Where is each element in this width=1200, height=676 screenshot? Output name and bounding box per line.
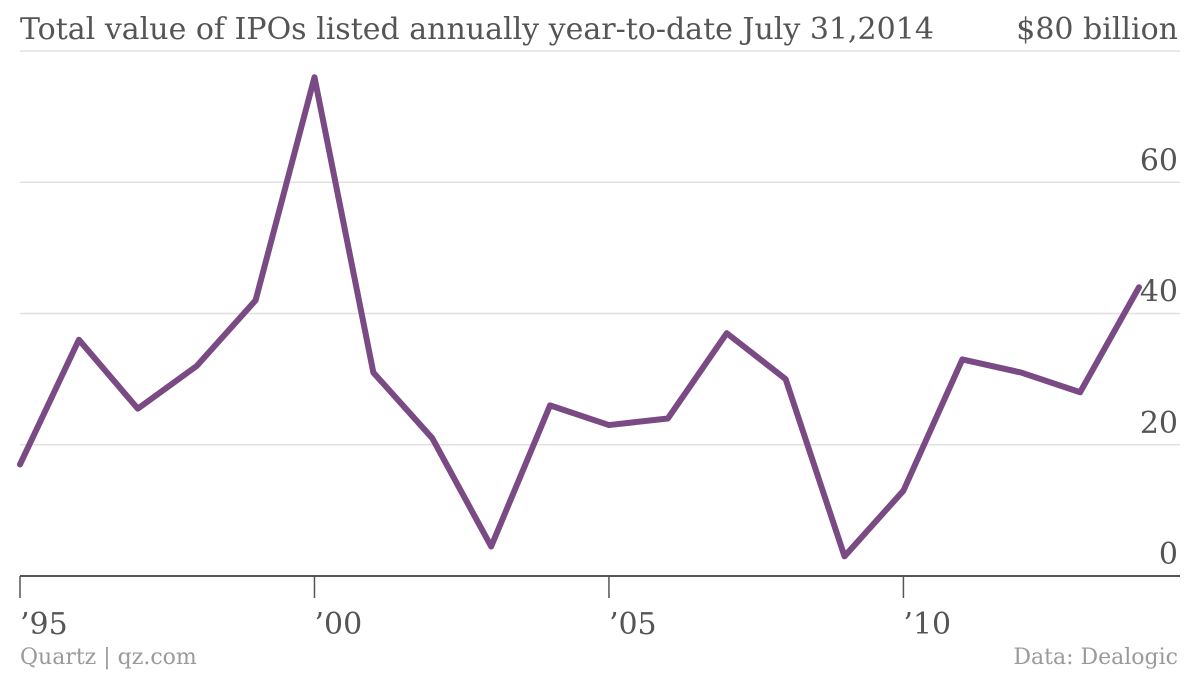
data-point <box>665 416 671 422</box>
data-point <box>724 330 730 336</box>
source-text: Data: Dealogic <box>1013 645 1178 670</box>
data-point <box>488 543 494 549</box>
data-point <box>900 488 906 494</box>
data-point <box>783 376 789 382</box>
data-point <box>959 356 965 362</box>
data-point <box>76 337 82 343</box>
y-tick-label: 40 <box>1140 275 1178 310</box>
data-point <box>17 461 23 467</box>
credit-text: Quartz | qz.com <box>20 645 197 670</box>
y-tick-label: 20 <box>1140 406 1178 441</box>
chart-title: Total value of IPOs listed annually year… <box>20 12 934 47</box>
data-point <box>429 435 435 441</box>
data-point <box>606 422 612 428</box>
x-tick-label: ’00 <box>314 607 362 642</box>
data-point <box>1077 389 1083 395</box>
x-tick-label: ’95 <box>20 607 68 642</box>
data-point <box>135 406 141 412</box>
data-point <box>547 402 553 408</box>
data-point <box>370 370 376 376</box>
x-tick-label: ’10 <box>903 607 951 642</box>
series-line <box>17 74 1142 560</box>
data-point <box>311 74 317 80</box>
data-point <box>253 297 259 303</box>
data-point <box>1018 370 1024 376</box>
data-point <box>1136 284 1142 290</box>
data-point <box>842 553 848 559</box>
data-point <box>194 363 200 369</box>
y-tick-label: 0 <box>1159 537 1178 572</box>
y-axis-top-label: $80 billion <box>1016 12 1178 47</box>
x-tick-label: ’05 <box>609 607 657 642</box>
y-tick-label: 60 <box>1140 143 1178 178</box>
